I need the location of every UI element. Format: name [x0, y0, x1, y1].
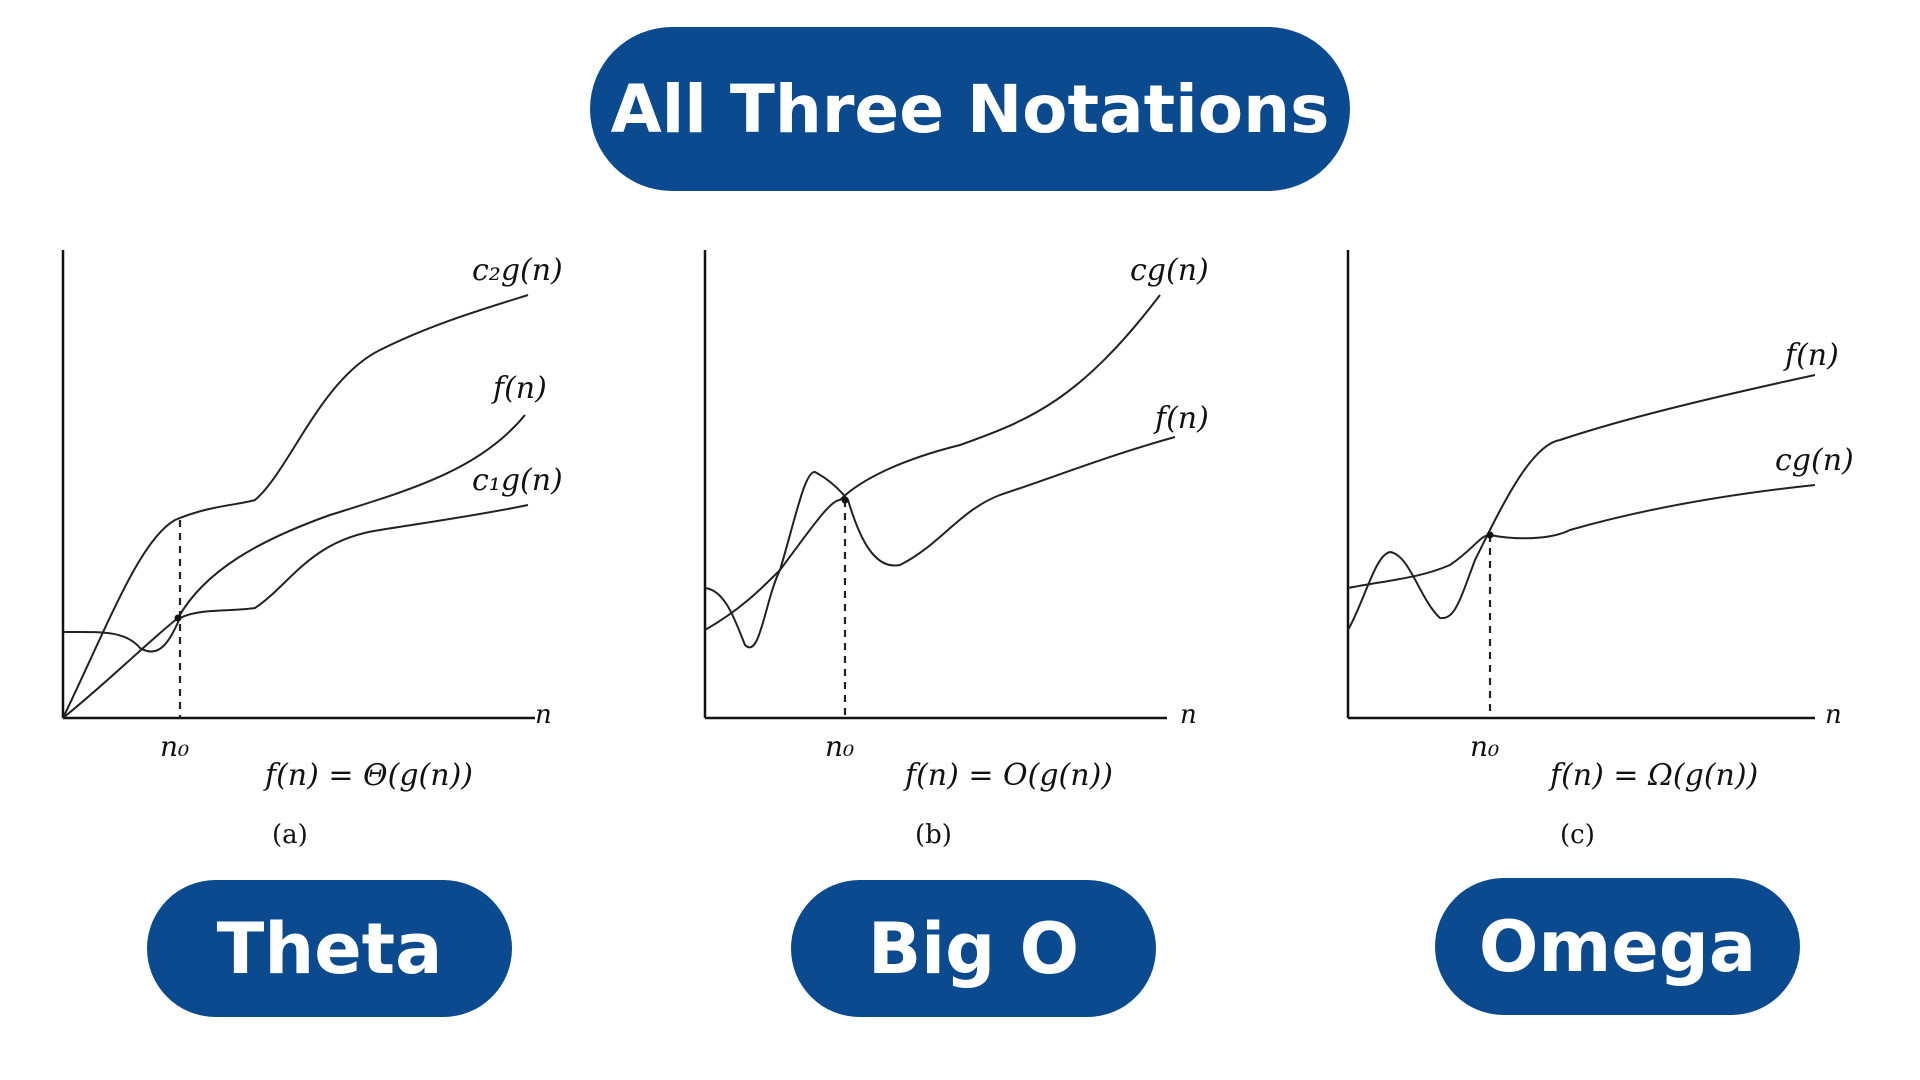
bigo-diagram: cg(n) f(n) n n₀ f(n) = O(g(n)) (b)	[703, 250, 1209, 850]
theta-caption: (a)	[272, 820, 308, 850]
omega-n0-label: n₀	[1470, 730, 1499, 763]
omega-caption: (c)	[1560, 820, 1595, 850]
bigo-equation: f(n) = O(g(n))	[903, 758, 1113, 793]
bigo-f-label: f(n)	[1153, 401, 1209, 436]
omega-f-curve	[1347, 374, 1816, 631]
theta-f-label: f(n)	[491, 371, 547, 406]
omega-label-pill: Omega	[1435, 878, 1800, 1015]
theta-equation: f(n) = Θ(g(n))	[263, 758, 473, 793]
bigo-intersection-point	[841, 496, 849, 504]
bigo-f-curve	[704, 436, 1176, 649]
theta-lower-bound-curve	[62, 504, 529, 653]
omega-cg-curve	[1347, 484, 1816, 589]
omega-intersection-point	[1486, 531, 1494, 539]
omega-cg-label: cg(n)	[1775, 443, 1854, 478]
bigo-n0-label: n₀	[825, 730, 854, 763]
theta-upper-bound-curve	[62, 294, 529, 719]
omega-x-axis-label: n	[1825, 700, 1842, 730]
bigo-label-pill: Big O	[791, 880, 1156, 1017]
omega-equation: f(n) = Ω(g(n))	[1548, 758, 1758, 793]
bigo-cg-label: cg(n)	[1130, 253, 1209, 288]
bigo-cg-curve	[704, 294, 1161, 631]
theta-intersection-point	[174, 614, 182, 622]
theta-diagram: c₂g(n) f(n) c₁g(n) n n₀ f(n) = Θ(g(n)) (…	[61, 250, 563, 850]
theta-lower-bound-label: c₁g(n)	[472, 463, 563, 498]
title-banner: All Three Notations	[590, 27, 1350, 191]
theta-x-axis-label: n	[535, 700, 552, 730]
omega-f-label: f(n)	[1783, 338, 1839, 373]
theta-f-curve	[62, 414, 526, 719]
bigo-caption: (b)	[915, 820, 952, 850]
omega-diagram: f(n) cg(n) n n₀ f(n) = Ω(g(n)) (c)	[1346, 250, 1854, 850]
theta-n0-label: n₀	[160, 730, 189, 763]
theta-label-pill: Theta	[147, 880, 512, 1017]
theta-upper-bound-label: c₂g(n)	[472, 253, 563, 288]
bigo-x-axis-label: n	[1180, 700, 1197, 730]
